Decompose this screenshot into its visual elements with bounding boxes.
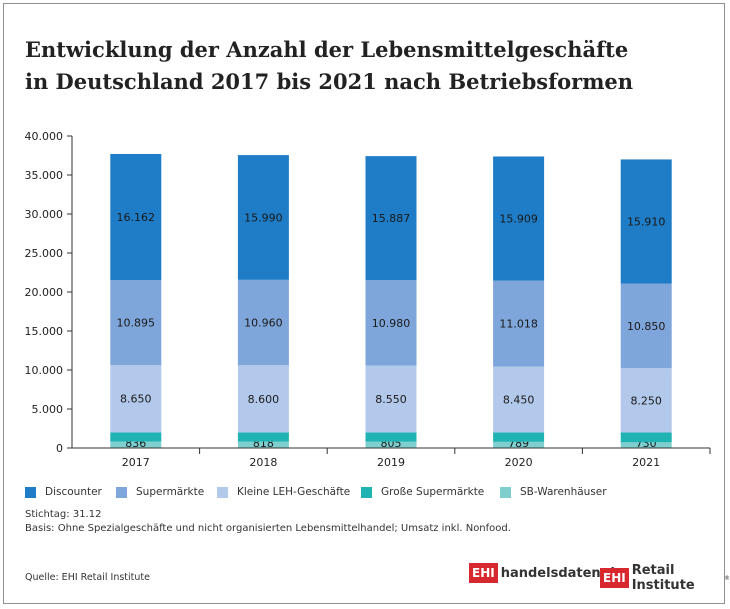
legend-item-kleine-leh: Kleine LEH-Geschäfte <box>217 486 350 498</box>
data-label: 8.650 <box>120 393 152 406</box>
chart-title: Entwicklung der Anzahl der Lebensmittelg… <box>25 34 705 98</box>
data-label: 8.550 <box>375 393 407 406</box>
bar-segment <box>110 441 162 448</box>
legend-swatch-discounter <box>25 486 36 498</box>
legend-swatch-supermaerkte <box>116 486 127 498</box>
bar-segment <box>110 432 162 442</box>
legend-label-sb-warenhaeuser: SB-Warenhäuser <box>520 486 607 498</box>
bar-segment <box>493 432 545 442</box>
bar-segment <box>620 432 672 443</box>
data-label: 16.162 <box>117 211 156 224</box>
bar-segment <box>365 156 417 281</box>
y-tick-label: 5.000 <box>32 403 64 416</box>
data-label: 8.450 <box>503 393 535 406</box>
bar-segment <box>620 283 672 369</box>
legend-label-discounter: Discounter <box>45 486 102 498</box>
chart-title-line2: in Deutschland 2017 bis 2021 nach Betrie… <box>25 69 634 94</box>
legend-label-grosse-supermaerkte: Große Supermärkte <box>381 486 485 498</box>
ehi-logo-box: EHI <box>469 563 498 583</box>
retail-institute-logo-text: Retail Institute <box>631 563 695 593</box>
bar-segment <box>493 441 545 448</box>
data-label: 15.909 <box>499 213 538 226</box>
data-label: 10.895 <box>117 317 156 330</box>
legend-label-kleine-leh: Kleine LEH-Geschäfte <box>237 486 351 498</box>
y-tick-label: 10.000 <box>25 364 64 377</box>
y-tick-label: 20.000 <box>25 286 64 299</box>
bar-segment <box>237 432 289 442</box>
y-tick-label: 0 <box>56 442 63 455</box>
bar-segment <box>620 368 672 433</box>
legend-item-supermaerkte: Supermärkte <box>116 486 204 498</box>
bar-segment <box>237 365 289 433</box>
bar-segment <box>365 365 417 433</box>
bar-segment <box>237 441 289 448</box>
handelsdaten-logo-text: handelsdaten.de <box>500 565 624 581</box>
bar-segment <box>237 155 289 280</box>
y-tick-label: 15.000 <box>25 325 64 338</box>
chart-title-line1: Entwicklung der Anzahl der Lebensmittelg… <box>25 37 629 62</box>
bar-segment <box>365 441 417 448</box>
source-text: Quelle: EHI Retail Institute <box>25 572 150 583</box>
data-label: 15.887 <box>372 212 411 225</box>
x-tick-label: 2018 <box>249 456 277 469</box>
legend-item-grosse-supermaerkte: Große Supermärkte <box>361 486 484 498</box>
bar-segment <box>365 432 417 442</box>
registered-mark: ® <box>724 574 730 582</box>
data-label: 15.990 <box>244 211 283 224</box>
data-label: 10.850 <box>627 320 666 333</box>
y-tick-label: 30.000 <box>25 208 64 221</box>
legend-label-supermaerkte: Supermärkte <box>136 486 205 498</box>
bar-segment <box>620 442 672 448</box>
data-label: 10.960 <box>244 317 283 330</box>
note-stichtag: Stichtag: 31.12 <box>25 509 102 520</box>
bar-segment <box>237 279 289 366</box>
legend-swatch-sb-warenhaeuser <box>500 486 511 498</box>
bar-segment <box>110 153 162 281</box>
note-basis: Basis: Ohne Spezialgeschäfte und nicht o… <box>25 523 511 534</box>
legend-item-sb-warenhaeuser: SB-Warenhäuser <box>500 486 607 498</box>
data-label: 11.018 <box>499 318 538 331</box>
data-label: 8.600 <box>248 393 280 406</box>
bar-segment <box>493 366 545 433</box>
data-label: 8.250 <box>630 394 662 407</box>
bar-segment <box>493 156 545 281</box>
bar-segment <box>110 280 162 366</box>
x-tick-label: 2019 <box>377 456 405 469</box>
ehi-retail-institute-logo[interactable]: EHI Retail Institute ® <box>600 563 730 593</box>
legend-item-discounter: Discounter <box>25 486 102 498</box>
stacked-bar-chart: 0 5.000 10.000 15.000 20.000 25.000 30.000 35.0… <box>25 130 711 469</box>
data-label: 15.910 <box>627 215 666 228</box>
x-tick-label: 2020 <box>505 456 533 469</box>
bar-segment <box>365 280 417 366</box>
y-tick-label: 35.000 <box>25 169 64 182</box>
x-tick-label: 2021 <box>632 456 660 469</box>
legend-swatch-grosse-supermaerkte <box>361 486 372 498</box>
legend: Discounter Supermärkte Kleine LEH-Geschä… <box>25 486 715 504</box>
bar-segment <box>620 159 672 284</box>
y-tick-label: 25.000 <box>25 247 64 260</box>
x-tick-label: 2017 <box>122 456 150 469</box>
bar-segment <box>110 365 162 433</box>
legend-swatch-kleine-leh <box>217 486 228 498</box>
y-tick-label: 40.000 <box>25 130 64 143</box>
handelsdaten-logo[interactable]: EHI handelsdaten.de <box>469 563 624 583</box>
data-label: 10.980 <box>372 317 411 330</box>
ehi-logo-box-2: EHI <box>600 568 629 588</box>
bar-segment <box>493 280 545 367</box>
